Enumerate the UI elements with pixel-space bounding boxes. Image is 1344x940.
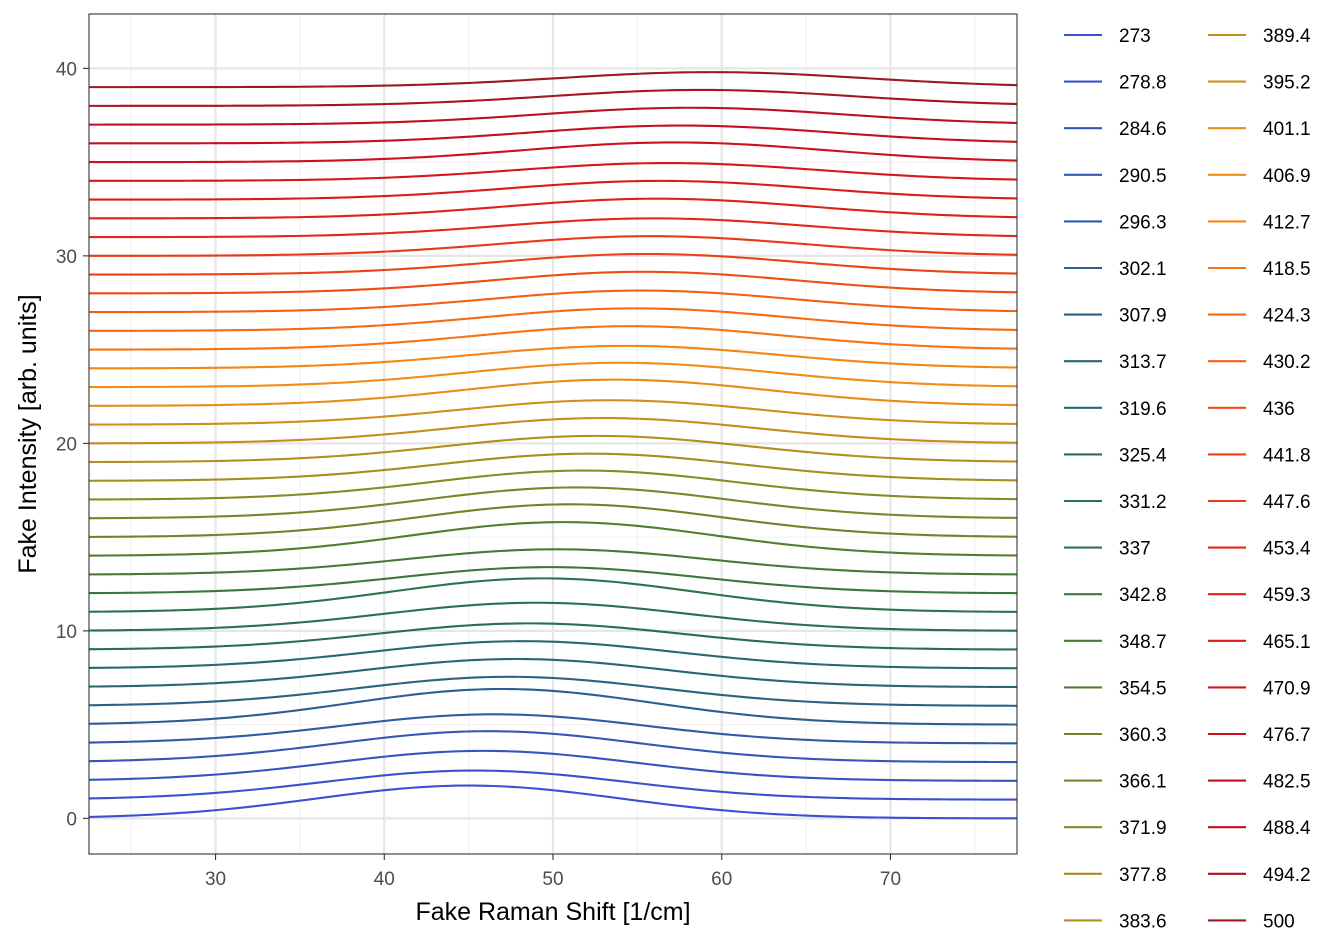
- legend-label: 360.3: [1119, 725, 1167, 746]
- legend-label: 395.2: [1263, 73, 1311, 94]
- legend: 273 278.8 284.6 290.5 296.3 302.1 307.9 313.7 31…: [1064, 26, 1311, 932]
- series-line-354.5: [88, 521, 1018, 557]
- series-line-488.4: [89, 106, 1018, 126]
- series-line-377.8: [88, 452, 1018, 482]
- series-line-418.5: [89, 325, 1018, 351]
- legend-label: 284.6: [1119, 119, 1167, 140]
- legend-label: 401.1: [1263, 119, 1311, 140]
- legend-label: 325.4: [1119, 445, 1167, 466]
- series-line-447.6: [89, 235, 1018, 257]
- series-line-494.2: [89, 88, 1018, 107]
- legend-label: 371.9: [1119, 818, 1167, 839]
- legend-label: 459.3: [1263, 585, 1311, 606]
- legend-label: 377.8: [1119, 865, 1167, 886]
- series-line-406.9: [88, 361, 1018, 389]
- series-line-348.7: [88, 548, 1018, 576]
- series-line-482.5: [88, 124, 1018, 145]
- legend-label: 307.9: [1119, 306, 1167, 327]
- x-tick-label: 50: [542, 869, 563, 890]
- x-axis-title: Fake Raman Shift [1/cm]: [415, 898, 690, 926]
- series-line-278.8: [88, 769, 1017, 801]
- series-line-296.3: [88, 713, 1018, 745]
- legend-label: 424.3: [1263, 306, 1311, 327]
- y-axis-ticks: 0 10 20 30 40: [56, 59, 89, 830]
- x-axis-ticks: 30 40 50 60 70: [205, 854, 901, 890]
- series-line-389.4: [88, 417, 1018, 445]
- series-line-459.3: [88, 197, 1018, 220]
- legend-label: 465.1: [1263, 632, 1311, 653]
- legend-label: 441.8: [1263, 445, 1311, 466]
- legend-label: 383.6: [1119, 911, 1167, 932]
- series-line-342.8: [88, 566, 1018, 595]
- legend-label: 354.5: [1119, 678, 1167, 699]
- legend-label: 302.1: [1119, 259, 1167, 280]
- legend-label: 389.4: [1263, 26, 1311, 47]
- grid-major: [89, 14, 1017, 854]
- series-line-401.1: [88, 378, 1018, 407]
- series-line-476.7: [89, 141, 1018, 164]
- series-lines: [88, 71, 1018, 820]
- series-line-331.2: [88, 601, 1018, 632]
- legend-label: 436: [1263, 399, 1295, 420]
- legend-label: 273: [1119, 26, 1151, 47]
- legend-label: 319.6: [1119, 399, 1167, 420]
- series-line-436: [88, 270, 1018, 295]
- series-line-290.5: [88, 730, 1018, 764]
- series-line-273: [88, 784, 1018, 820]
- legend-label: 331.2: [1119, 492, 1167, 513]
- y-tick-label: 20: [56, 434, 77, 455]
- series-line-284.6: [88, 749, 1018, 782]
- series-line-313.7: [88, 657, 1018, 689]
- series-line-430.2: [88, 289, 1018, 314]
- legend-label: 406.9: [1263, 166, 1311, 187]
- series-line-441.8: [89, 252, 1018, 276]
- legend-label: 296.3: [1119, 212, 1167, 233]
- x-tick-label: 70: [880, 869, 901, 890]
- series-line-412.7: [88, 344, 1018, 370]
- legend-label: 366.1: [1119, 772, 1167, 793]
- y-tick-label: 0: [66, 809, 77, 830]
- y-axis-title: Fake Intensity [arb. units]: [14, 294, 42, 573]
- series-line-395.2: [88, 399, 1018, 426]
- series-line-424.3: [88, 307, 1018, 332]
- series-line-360.3: [88, 503, 1018, 538]
- legend-label: 494.2: [1263, 865, 1311, 886]
- y-tick-label: 30: [56, 247, 77, 268]
- y-tick-label: 40: [56, 59, 77, 80]
- legend-label: 482.5: [1263, 772, 1311, 793]
- legend-label: 500: [1263, 911, 1295, 932]
- legend-label: 278.8: [1119, 73, 1167, 94]
- legend-label: 412.7: [1263, 212, 1311, 233]
- legend-label: 453.4: [1263, 539, 1311, 560]
- series-line-453.4: [88, 217, 1018, 239]
- series-line-337: [88, 577, 1018, 613]
- series-line-371.9: [88, 469, 1018, 501]
- y-tick-label: 10: [56, 622, 77, 643]
- legend-label: 290.5: [1119, 166, 1167, 187]
- series-line-366.1: [88, 486, 1018, 520]
- x-tick-label: 40: [374, 869, 395, 890]
- series-line-307.9: [88, 675, 1018, 707]
- series-line-383.6: [88, 434, 1018, 464]
- legend-label: 447.6: [1263, 492, 1311, 513]
- legend-label: 470.9: [1263, 678, 1311, 699]
- series-line-465.1: [89, 179, 1018, 201]
- legend-label: 313.7: [1119, 352, 1167, 373]
- legend-label: 488.4: [1263, 818, 1311, 839]
- legend-label: 430.2: [1263, 352, 1311, 373]
- legend-label: 348.7: [1119, 632, 1167, 653]
- series-line-500: [89, 71, 1018, 89]
- x-tick-label: 60: [711, 869, 732, 890]
- series-line-302.1: [88, 687, 1018, 726]
- series-line-319.6: [88, 640, 1018, 670]
- legend-label: 418.5: [1263, 259, 1311, 280]
- legend-label: 476.7: [1263, 725, 1311, 746]
- series-line-325.4: [88, 622, 1018, 651]
- x-tick-label: 30: [205, 869, 226, 890]
- legend-label: 342.8: [1119, 585, 1167, 606]
- series-line-470.9: [89, 162, 1018, 182]
- legend-label: 337: [1119, 539, 1151, 560]
